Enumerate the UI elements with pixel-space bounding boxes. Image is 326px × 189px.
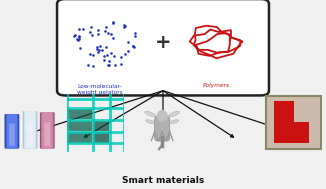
Point xyxy=(75,38,81,41)
Point xyxy=(110,20,115,23)
Text: +: + xyxy=(155,33,171,52)
Point xyxy=(94,46,99,49)
Point xyxy=(97,48,102,51)
Point xyxy=(96,50,101,53)
Point xyxy=(109,33,114,36)
Point xyxy=(81,27,86,30)
Point xyxy=(112,64,117,67)
Point xyxy=(94,48,99,51)
Text: Low-molecular-
weight gelators: Low-molecular- weight gelators xyxy=(77,84,122,95)
FancyBboxPatch shape xyxy=(25,111,35,149)
FancyBboxPatch shape xyxy=(27,122,33,146)
Point xyxy=(111,36,116,39)
Point xyxy=(106,63,111,66)
Point xyxy=(106,60,111,63)
FancyBboxPatch shape xyxy=(23,111,37,149)
Point xyxy=(105,54,110,57)
FancyBboxPatch shape xyxy=(5,114,19,149)
Polygon shape xyxy=(274,101,309,143)
Point xyxy=(102,58,107,61)
Point xyxy=(77,35,82,38)
Point xyxy=(118,56,123,59)
Point xyxy=(106,32,111,35)
Text: Polymers: Polymers xyxy=(203,83,230,88)
Circle shape xyxy=(157,111,167,121)
Point xyxy=(96,28,101,31)
Ellipse shape xyxy=(145,111,156,117)
Point xyxy=(111,54,116,57)
Point xyxy=(105,63,110,66)
Bar xyxy=(67,132,92,143)
FancyBboxPatch shape xyxy=(7,114,17,149)
Point xyxy=(122,53,127,56)
Point xyxy=(98,45,103,48)
FancyBboxPatch shape xyxy=(24,111,37,149)
FancyBboxPatch shape xyxy=(40,112,55,149)
FancyBboxPatch shape xyxy=(57,0,269,95)
Point xyxy=(130,44,136,47)
Point xyxy=(109,52,114,55)
Ellipse shape xyxy=(169,120,179,124)
FancyBboxPatch shape xyxy=(44,122,50,146)
Point xyxy=(131,45,137,48)
Point xyxy=(103,26,109,29)
FancyBboxPatch shape xyxy=(9,124,15,146)
Point xyxy=(103,45,108,48)
Point xyxy=(90,34,95,37)
FancyBboxPatch shape xyxy=(155,116,170,141)
Point xyxy=(130,45,135,48)
Point xyxy=(132,32,137,35)
Point xyxy=(85,64,90,67)
Bar xyxy=(67,109,92,119)
Point xyxy=(121,24,126,27)
FancyBboxPatch shape xyxy=(42,112,52,149)
Text: Smart materials: Smart materials xyxy=(122,176,204,185)
Point xyxy=(73,33,78,36)
FancyBboxPatch shape xyxy=(41,112,53,149)
Point xyxy=(103,29,108,32)
Point xyxy=(95,33,100,36)
Point xyxy=(125,40,130,43)
Point xyxy=(78,46,83,50)
FancyBboxPatch shape xyxy=(6,114,18,149)
Point xyxy=(74,38,79,41)
Point xyxy=(101,55,106,58)
Point xyxy=(77,38,82,41)
Point xyxy=(87,52,93,55)
Point xyxy=(111,22,116,25)
Point xyxy=(88,26,94,29)
Point xyxy=(77,35,82,38)
Point xyxy=(90,53,96,56)
Point xyxy=(122,26,127,29)
Ellipse shape xyxy=(169,111,180,117)
Point xyxy=(125,50,130,53)
Point xyxy=(133,35,138,38)
Bar xyxy=(67,121,92,131)
Point xyxy=(118,63,124,66)
Bar xyxy=(93,132,109,143)
Bar xyxy=(93,121,109,131)
Point xyxy=(76,27,82,30)
Point xyxy=(88,30,93,33)
Point xyxy=(90,64,96,67)
Point xyxy=(123,25,128,28)
Ellipse shape xyxy=(146,120,155,124)
Point xyxy=(72,35,77,38)
Point xyxy=(100,49,105,52)
